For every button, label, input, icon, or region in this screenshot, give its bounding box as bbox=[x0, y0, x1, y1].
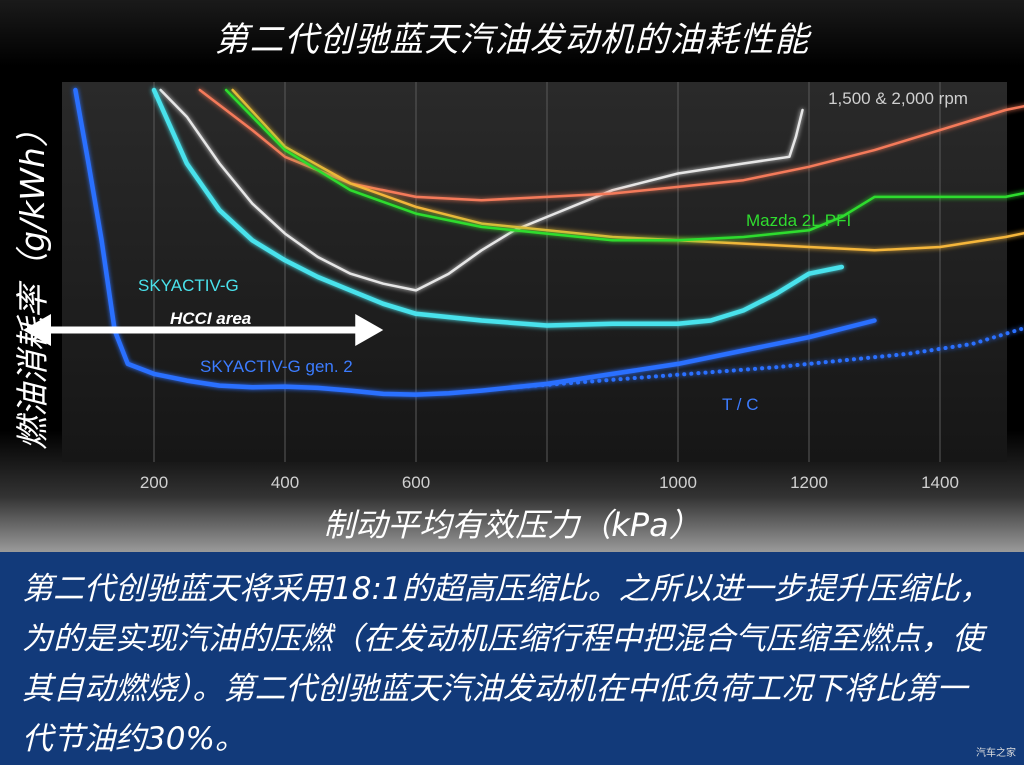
fuel-consumption-chart: 200 400 600 1000 1200 1400 1,500 & 2,000 rpm S… bbox=[23, 82, 1024, 492]
plot-area bbox=[62, 82, 1007, 462]
series-line bbox=[224, 88, 1024, 242]
tc-label: T / C bbox=[722, 395, 759, 414]
series-line bbox=[231, 88, 1024, 252]
hcci-arrow-head bbox=[23, 314, 51, 346]
watermark: 汽车之家 bbox=[976, 748, 1016, 759]
series-line bbox=[198, 88, 1024, 202]
page-title: 第二代创驰蓝天汽油发动机的油耗性能 bbox=[214, 20, 810, 60]
series-line bbox=[512, 326, 1024, 390]
skyactiv-g-label: SKYACTIV-G bbox=[138, 276, 239, 295]
gen2-label: SKYACTIV-G gen. 2 bbox=[200, 357, 353, 376]
x-tick-label: 400 bbox=[271, 473, 299, 492]
y-axis-label: 燃油消耗率（g/kWh） bbox=[13, 114, 52, 450]
description-text: 第二代创驰蓝天将采用18:1的超高压缩比。之所以进一步提升压缩比，为的是实现汽油… bbox=[22, 571, 991, 757]
series-line bbox=[151, 87, 845, 328]
x-tick-label: 600 bbox=[402, 473, 430, 492]
rpm-label: 1,500 & 2,000 rpm bbox=[828, 89, 968, 108]
mazda-label: Mazda 2L PFI bbox=[746, 211, 851, 230]
series-line bbox=[159, 88, 804, 292]
x-tick-label: 1000 bbox=[659, 473, 697, 492]
hcci-arrow-head bbox=[355, 314, 384, 346]
x-tick-label: 1200 bbox=[790, 473, 828, 492]
x-tick-label: 200 bbox=[140, 473, 168, 492]
x-tick-label: 1400 bbox=[921, 473, 959, 492]
description-panel: 第二代创驰蓝天将采用18:1的超高压缩比。之所以进一步提升压缩比，为的是实现汽油… bbox=[0, 552, 1024, 765]
x-axis-label: 制动平均有效压力（kPa） bbox=[323, 506, 701, 544]
hcci-label: HCCI area bbox=[170, 309, 251, 328]
series-line bbox=[73, 87, 877, 397]
